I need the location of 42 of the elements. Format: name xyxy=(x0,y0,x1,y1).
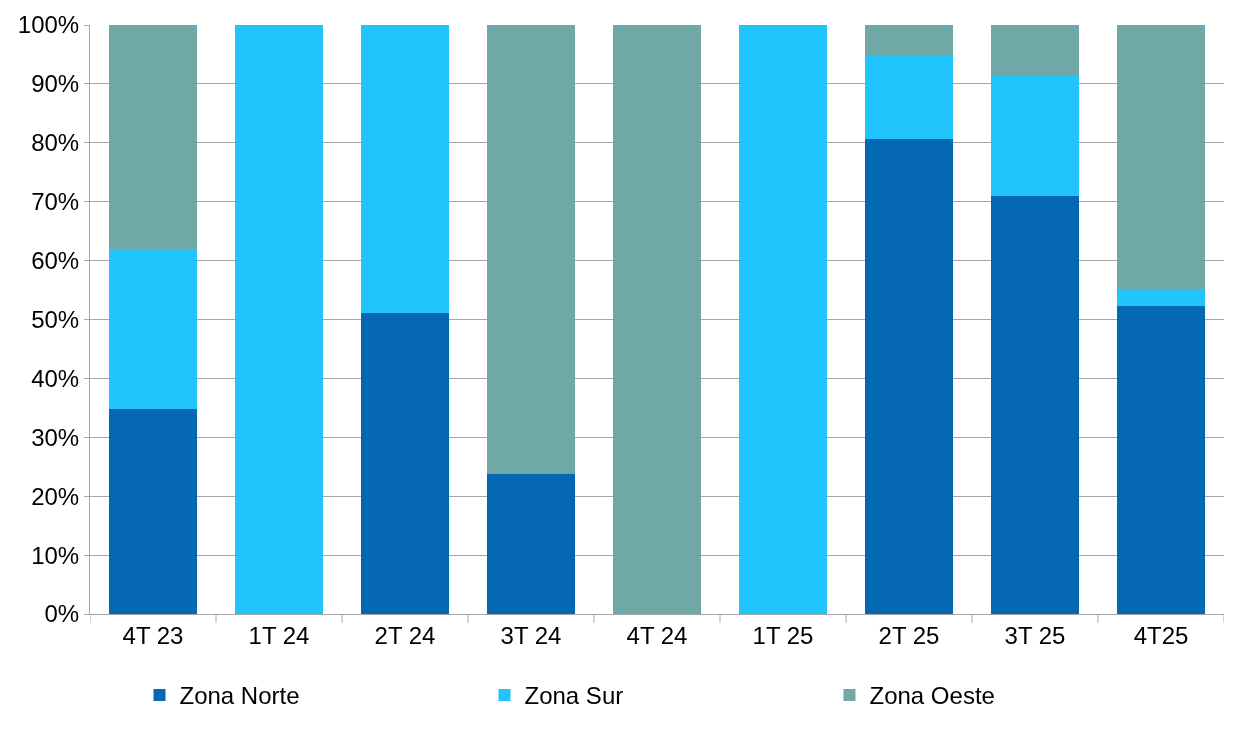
bar xyxy=(990,25,1080,76)
x-tick-label: 2T 24 xyxy=(374,621,436,649)
legend-label: Zona Norte xyxy=(179,682,300,710)
legend-label: Zona Sur xyxy=(524,682,624,710)
bar xyxy=(1116,305,1206,614)
bar xyxy=(360,313,450,614)
bar xyxy=(360,25,450,314)
bar xyxy=(1116,25,1206,291)
bar xyxy=(108,248,198,410)
bar xyxy=(864,25,954,56)
legend-label: Zona Oeste xyxy=(869,682,995,710)
x-tick-label: 1T 24 xyxy=(248,621,310,649)
bar xyxy=(486,25,576,475)
y-tick-label: 50% xyxy=(31,305,80,333)
y-tick-label: 10% xyxy=(31,541,80,569)
bar xyxy=(234,25,324,614)
bar xyxy=(108,25,198,249)
bar xyxy=(990,196,1080,614)
x-tick-label: 3T 25 xyxy=(1004,621,1066,649)
bar xyxy=(738,25,828,614)
x-tick-label: 3T 24 xyxy=(500,621,562,649)
x-tick-label: 1T 25 xyxy=(752,621,814,649)
bar xyxy=(612,25,702,614)
x-tick-label: 2T 25 xyxy=(878,621,940,649)
y-tick-label: 60% xyxy=(31,247,80,274)
bar xyxy=(486,474,576,614)
x-tick-label: 4T 24 xyxy=(626,621,688,649)
y-tick-label: 100% xyxy=(17,11,80,39)
y-tick-label: 20% xyxy=(31,482,80,510)
y-tick-label: 30% xyxy=(31,423,80,451)
bar xyxy=(864,139,954,614)
y-tick-label: 80% xyxy=(31,129,80,157)
y-tick-label: 70% xyxy=(31,188,80,216)
bar xyxy=(990,75,1080,197)
y-tick-label: 90% xyxy=(31,70,80,98)
y-tick-label: 0% xyxy=(44,600,80,628)
bar xyxy=(864,55,954,140)
x-tick-label: 4T25 xyxy=(1133,621,1189,649)
bar xyxy=(108,409,198,614)
y-tick-label: 40% xyxy=(31,364,80,392)
x-tick-label: 4T 23 xyxy=(122,621,184,649)
bar xyxy=(1116,290,1206,306)
